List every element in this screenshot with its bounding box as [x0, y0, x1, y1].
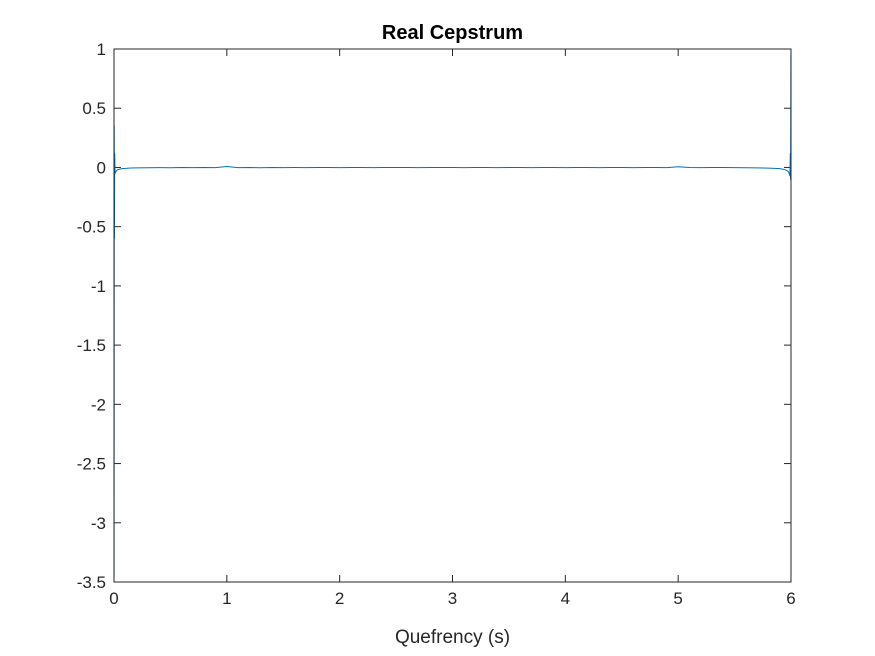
x-tick-label: 1	[222, 589, 231, 608]
series-line-0	[113, 51, 792, 577]
y-tick-label: -1	[91, 277, 106, 296]
plot-area-background	[114, 49, 791, 582]
axes-box	[113, 48, 792, 583]
y-tick-label: 1	[97, 40, 106, 59]
x-tick-label: 0	[109, 589, 118, 608]
y-tick-label: 0.5	[82, 99, 106, 118]
y-tick-label: -0.5	[77, 218, 106, 237]
x-tick-label: 3	[448, 589, 457, 608]
x-tick-label: 4	[561, 589, 570, 608]
chart-title: Real Cepstrum	[382, 22, 523, 44]
y-tick-label: 0	[97, 158, 106, 177]
y-tick-label: -3	[91, 514, 106, 533]
x-tick-label: 2	[335, 589, 344, 608]
y-tick-label: -1.5	[77, 336, 106, 355]
tick-labels-layer: 0 1 2 3 4 5 6 1 0.5 0 -0.5 -1 -1.5 -2 -2.5 -3 -3.5	[77, 40, 796, 608]
x-tick-label: 6	[786, 589, 795, 608]
y-tick-label: -3.5	[77, 573, 106, 592]
x-axis-label: Quefrency (s)	[395, 627, 510, 648]
y-tick-label: -2	[91, 395, 106, 414]
series-layer	[113, 51, 792, 577]
y-tick-label: -2.5	[77, 455, 106, 474]
x-tick-label: 5	[673, 589, 682, 608]
